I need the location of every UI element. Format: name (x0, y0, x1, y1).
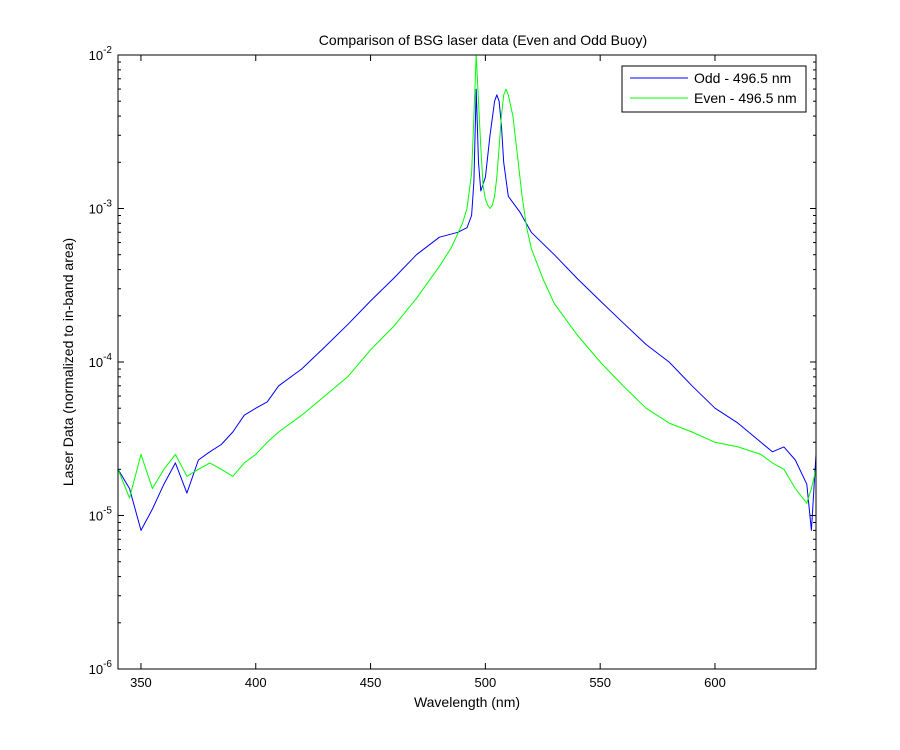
y-axis: 10-6 10-5 10-4 10-3 10-2 (89, 45, 816, 677)
legend-box (621, 65, 807, 113)
x-tick-label: 350 (130, 675, 152, 690)
x-tick-label: 550 (589, 675, 611, 690)
y-tick-label: 10-5 (89, 506, 113, 524)
y-tick-label: 10-3 (89, 199, 113, 217)
legend-label-odd: Odd - 496.5 nm (694, 70, 791, 86)
y-tick-label: 10-4 (89, 352, 113, 370)
x-axis: 350 400 450 500 550 600 (130, 55, 726, 690)
series-line-even (118, 55, 816, 504)
chart-title: Comparison of BSG laser data (Even and O… (319, 32, 647, 48)
x-tick-label: 500 (475, 675, 497, 690)
y-tick-label: 10-2 (89, 45, 113, 63)
series-line-odd (118, 88, 816, 531)
x-tick-label: 600 (704, 675, 726, 690)
y-tick-label: 10-6 (89, 659, 113, 677)
series-layer (118, 55, 816, 531)
x-axis-label: Wavelength (nm) (414, 694, 520, 710)
legend: Odd - 496.5 nm Even - 496.5 nm (621, 65, 807, 113)
y-axis-label: Laser Data (normalized to in-band area) (60, 238, 76, 486)
plot-area: 350 400 450 500 550 600 10-6 10-5 10-4 10-3 10-2 (89, 45, 817, 690)
legend-label-even: Even - 496.5 nm (694, 90, 797, 106)
x-tick-label: 400 (245, 675, 267, 690)
x-tick-label: 450 (360, 675, 382, 690)
